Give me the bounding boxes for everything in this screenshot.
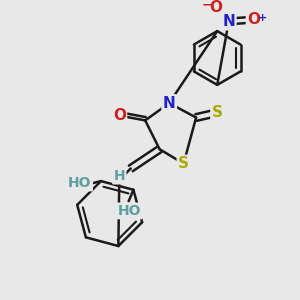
Text: O: O <box>209 0 222 15</box>
Text: O: O <box>247 12 260 27</box>
Text: O: O <box>113 108 126 123</box>
Text: S: S <box>212 105 223 120</box>
Text: HO: HO <box>68 176 92 190</box>
Text: H: H <box>113 169 125 183</box>
Text: −: − <box>201 0 212 12</box>
Text: N: N <box>163 96 175 111</box>
Text: +: + <box>258 13 267 23</box>
Text: N: N <box>222 14 235 29</box>
Text: HO: HO <box>118 204 141 218</box>
Text: S: S <box>178 156 189 171</box>
